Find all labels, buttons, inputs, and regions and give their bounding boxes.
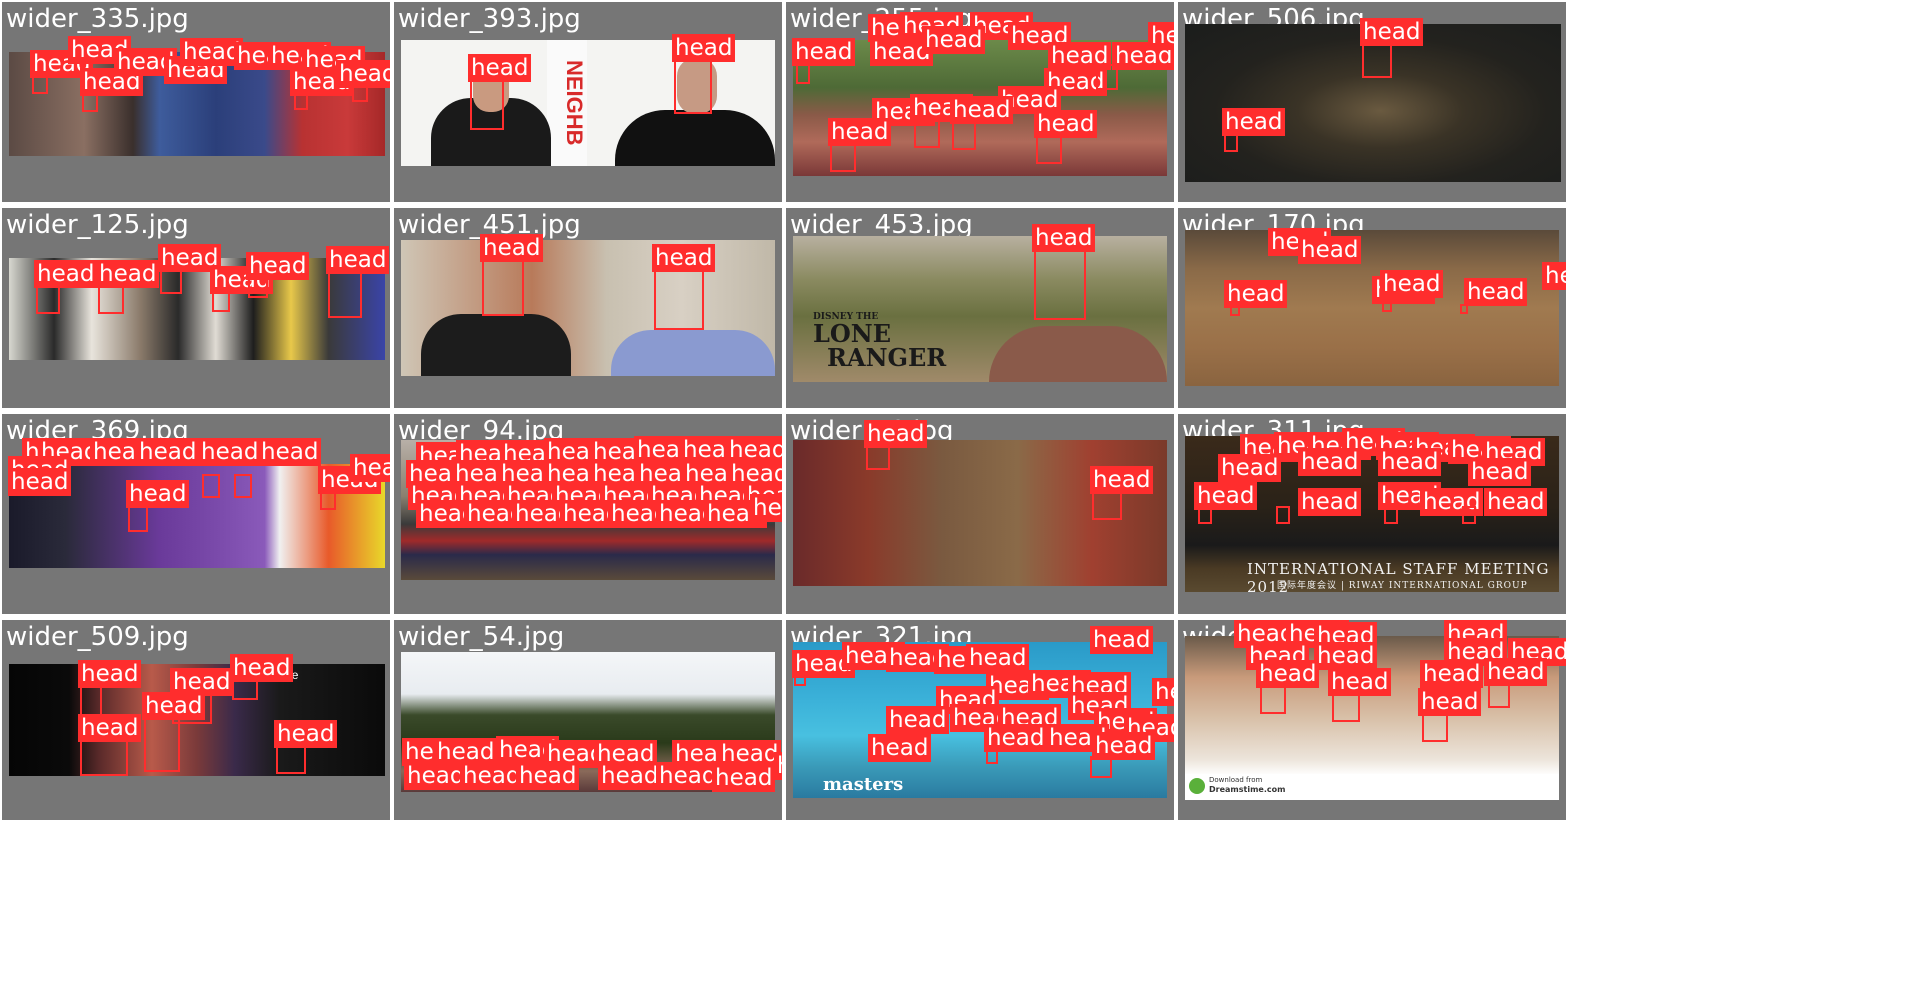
tile-wider-311: wider_311.jpg INTERNATIONAL STAFF MEETIN… [1178,414,1566,614]
tile-wider-506: wider_506.jpg head head [1178,2,1566,202]
tile-wider-393: wider_393.jpg NEIGHB head head [394,2,782,202]
movie-logo: DISNEY THE LONE RANGER [813,312,946,370]
photo-mvp-group [9,464,385,568]
logo-line-1: LONE [813,319,892,348]
head-label: head [970,12,1034,40]
photo-staff-meeting: INTERNATIONAL STAFF MEETING 2012 国际年度会议 … [1185,436,1559,592]
neighbors-sign: NEIGHB [547,40,587,166]
image-filename: wider_451.jpg [398,210,581,240]
masters-caption: masters [823,774,904,795]
tile-wider-4x: wider_4?.jpg head head [786,414,1174,614]
photo-cheering-crowd: Download from Dreamstime.com [1185,636,1559,800]
photo-group-classroom [9,258,385,360]
tile-wider-453: wider_453.jpg DISNEY THE LONE RANGER hea… [786,208,1174,408]
photo-two-men-couch [401,240,775,376]
download-footer: Download from Dreamstime.com [1185,774,1559,800]
tile-wider-509: wider_509.jpg pure people head head head… [2,620,390,820]
footer-line-1: Download from [1209,776,1263,784]
image-filename: wider_369.jpg [6,416,189,446]
tile-wider-170: wider_170.jpg head head head head head h… [1178,208,1566,408]
image-filename: wider_54.jpg [398,622,565,652]
photo-street-crowd [1185,230,1559,386]
head-label: head [774,752,782,780]
photo-crowd-selfie [793,40,1167,176]
tile-wider-369: wider_369.jpg head head head head head h… [2,414,390,614]
image-filename: wider_255.jpg [790,4,973,34]
photo-armored-knight [1185,24,1561,182]
photo-interview-two-people: NEIGHB [401,40,775,166]
tile-wider-94: wider_94.jpg head head head head head he… [394,414,782,614]
logo-small-text: DISNEY THE [813,312,879,322]
photo-underwater-swimmers: masters [793,642,1167,798]
photo-man-desert: DISNEY THE LONE RANGER [793,236,1167,382]
meeting-banner: INTERNATIONAL STAFF MEETING 2012 [1247,560,1550,592]
dreamstime-logo-icon [1189,778,1205,794]
image-filename: wider_453.jpg [790,210,973,240]
tile-wider-321: wider_321.jpg masters head head head hea… [786,620,1174,820]
brand-logo: pure people [235,668,299,682]
footer-line-2: Dreamstime.com [1209,785,1286,794]
tile-wider-last: wider_???.jpg Download from Dreamstime.c… [1178,620,1566,820]
photo-party-crowd: pure people [9,664,385,776]
image-filename: wider_335.jpg [6,4,189,34]
tile-wider-125: wider_125.jpg head head head head head h… [2,208,390,408]
logo-line-2: RANGER [827,343,947,372]
photo-trees-crowd [401,652,775,792]
tile-wider-54: wider_54.jpg head head head head head he… [394,620,782,820]
image-filename: wider_393.jpg [398,4,581,34]
photo-rows-of-soldiers [401,440,775,580]
photo-mud-fight [793,440,1167,586]
meeting-banner-sub: 国际年度会议 | RIWAY INTERNATIONAL GROUP [1277,581,1528,591]
tile-wider-255: wider_255.jpg head head head head head h… [786,2,1174,202]
tile-wider-335: wider_335.jpg head head head head head h… [2,2,390,202]
head-label: head [198,438,262,466]
image-filename: wider_125.jpg [6,210,189,240]
photo-group-of-women [9,52,385,156]
head-label: head [258,438,322,466]
tile-wider-451: wider_451.jpg head head [394,208,782,408]
image-filename: wider_509.jpg [6,622,189,652]
